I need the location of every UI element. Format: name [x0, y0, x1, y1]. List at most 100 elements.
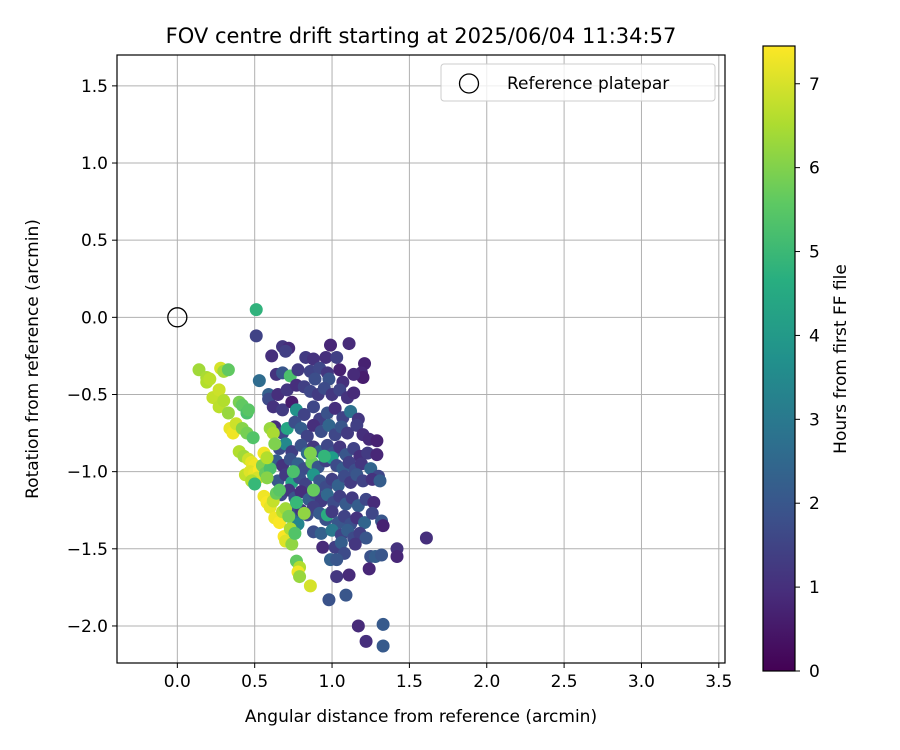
data-point [325, 505, 339, 519]
data-point [373, 474, 387, 488]
data-point [375, 548, 389, 562]
reference-platepar-point [167, 307, 188, 328]
y-tick-label: −1.5 [67, 540, 108, 560]
y-tick-label: 1.0 [81, 154, 108, 174]
data-point [419, 531, 433, 545]
colorbar-tick-label: 1 [809, 578, 820, 598]
data-point [341, 426, 355, 440]
data-point [293, 570, 307, 584]
data-point [303, 446, 317, 460]
data-point [331, 479, 345, 493]
data-point [203, 372, 217, 386]
data-point [260, 451, 274, 465]
data-point [221, 406, 235, 420]
data-point [297, 506, 311, 520]
colorbar-tick-label: 0 [809, 662, 820, 682]
legend-marker-icon [458, 73, 480, 94]
colorbar-tick-label: 7 [809, 75, 820, 95]
y-tick-label: −1.0 [67, 463, 108, 483]
x-axis-ticks: 0.0 0.5 1.0 1.5 2.0 2.5 3.0 3.5 [164, 663, 732, 692]
data-points [192, 303, 433, 653]
data-point [249, 303, 263, 317]
data-point [333, 363, 347, 377]
data-point [306, 483, 320, 497]
plot-area [117, 55, 725, 663]
data-point [306, 400, 320, 414]
x-axis-label: Angular distance from reference (arcmin) [245, 707, 597, 727]
data-point [376, 519, 390, 533]
legend: Reference platepar [440, 63, 716, 102]
data-point [342, 337, 356, 351]
data-point [248, 477, 262, 491]
data-point [300, 429, 314, 443]
data-point [279, 344, 293, 358]
data-point [246, 431, 260, 445]
data-point [359, 634, 373, 648]
data-point [314, 526, 328, 540]
data-point [265, 349, 279, 363]
x-tick-label: 2.0 [473, 672, 500, 692]
data-point [260, 471, 274, 485]
colorbar-tick-label: 6 [809, 159, 820, 179]
colorbar-tick-label: 4 [809, 326, 820, 346]
data-point [348, 537, 362, 551]
data-point [242, 403, 256, 417]
data-point [317, 449, 331, 463]
data-point [303, 579, 317, 593]
y-tick-label: 1.5 [81, 77, 108, 97]
data-point [276, 403, 290, 417]
y-tick-label: 0.5 [81, 231, 108, 251]
data-point [217, 394, 231, 408]
data-point [351, 619, 365, 633]
data-point [297, 408, 311, 422]
data-point [390, 550, 404, 564]
x-tick-label: 0.5 [241, 672, 268, 692]
colorbar-tick-label: 5 [809, 243, 820, 263]
data-point [376, 617, 390, 631]
data-point [306, 352, 320, 366]
colorbar-tick-label: 2 [809, 494, 820, 514]
data-point [334, 536, 348, 550]
colorbar-frame [762, 45, 796, 672]
data-point [358, 516, 372, 530]
colorbar: 0 1 2 3 4 5 6 7 Hours from first FF file [762, 45, 851, 682]
data-point [330, 350, 344, 364]
data-point [285, 537, 299, 551]
legend-box [440, 63, 716, 102]
colorbar-tick-label: 3 [809, 410, 820, 430]
data-point [268, 437, 282, 451]
data-point [272, 483, 286, 497]
chart-title: FOV centre drift starting at 2025/06/04 … [166, 24, 677, 48]
legend-label: Reference platepar [507, 74, 669, 94]
data-point [376, 639, 390, 653]
data-point [347, 367, 361, 381]
data-point [286, 465, 300, 479]
plot-frame [116, 54, 726, 664]
colorbar-gradient [763, 46, 795, 671]
data-point [221, 363, 235, 377]
data-point [288, 526, 302, 540]
reference-marker [167, 307, 188, 328]
data-point [330, 570, 344, 584]
x-tick-label: 1.5 [396, 672, 423, 692]
x-tick-label: 2.5 [551, 672, 578, 692]
grid-lines [117, 55, 725, 663]
x-tick-label: 1.0 [319, 672, 346, 692]
data-point [350, 418, 364, 432]
data-point [359, 531, 373, 545]
data-point [282, 509, 296, 523]
data-point [370, 434, 384, 448]
data-point [252, 374, 266, 388]
data-point [316, 540, 330, 554]
y-tick-label: 0.0 [81, 308, 108, 328]
data-point [367, 496, 381, 510]
y-tick-label: −2.0 [67, 617, 108, 637]
data-point [249, 329, 263, 343]
x-tick-label: 0.0 [164, 672, 191, 692]
data-point [365, 506, 379, 520]
data-point [328, 401, 342, 415]
colorbar-ticks: 0 1 2 3 4 5 6 7 [795, 75, 820, 682]
data-point [272, 516, 286, 530]
colorbar-label: Hours from first FF file [831, 264, 851, 454]
